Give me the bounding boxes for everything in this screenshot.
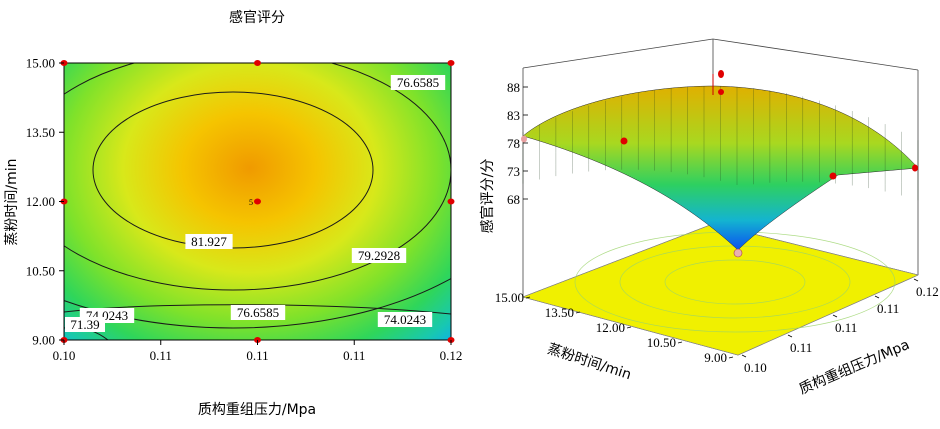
surface-z-tick-label: 73 [507, 164, 520, 179]
design-point [447, 60, 455, 66]
surface-z-ticks: 68 73 78 83 88 [507, 80, 528, 207]
surface-x-tick-mark [741, 354, 747, 358]
surface-x-tick-label: 0.12 [916, 284, 939, 299]
surface-y-tick-label: 12.00 [596, 320, 625, 335]
contour-y-tick-label: 15.00 [26, 56, 55, 71]
contour-x-tick-label: 0.11 [246, 348, 268, 363]
contour-title: 感官评分 [229, 9, 285, 26]
surface-y-tick-label: 13.50 [545, 305, 574, 320]
contour-label: 81.927 [191, 234, 227, 249]
contour-line-76659 [64, 277, 451, 329]
surface-y-tick-label: 9.00 [704, 350, 727, 365]
surface-z-tick-label: 88 [507, 80, 520, 95]
surface-x-tick-mark [787, 334, 793, 338]
surface-x-ticks: 0.10 0.11 0.11 0.11 0.12 [741, 278, 939, 375]
contour-x-tick-label: 0.10 [53, 348, 76, 363]
contour-label: 76.6585 [237, 305, 279, 320]
contour-label: 74.0243 [384, 312, 426, 327]
contour-x-axis-label: 质构重组压力/Mpa [198, 402, 316, 418]
surface-x-tick-label: 0.11 [790, 340, 812, 355]
surface-y-tick-label: 15.00 [495, 290, 524, 305]
surface-y-tick-mark [677, 341, 683, 344]
contour-x-tick-label: 0.11 [343, 348, 365, 363]
surface-z-tick-label: 68 [507, 192, 520, 207]
surface-y-tick-mark [626, 326, 632, 329]
surface-x-axis-label: 质构重组压力/Mpa [797, 337, 912, 398]
surface-x-tick-label: 0.10 [744, 360, 767, 375]
contour-y-axis-label: 蒸粉时间/min [4, 158, 20, 245]
contour-label-box [230, 305, 286, 320]
surface-floor [522, 223, 919, 356]
contour-y-ticks: 9.00 10.50 12.00 13.50 15.00 [26, 56, 64, 348]
surface-x-tick-mark [874, 295, 880, 299]
contour-label-box [351, 248, 407, 263]
surface-z-tick-label: 78 [507, 136, 520, 151]
surface-y-tick-mark [728, 356, 734, 359]
surface-y-axis-label: 蒸粉时间/min [545, 341, 633, 383]
surface-plot [521, 38, 919, 356]
contour-y-tick-label: 10.50 [26, 263, 55, 278]
surface-y-tick-mark [575, 311, 581, 314]
contour-line-79293 [64, 63, 451, 291]
design-point [254, 198, 261, 205]
contour-y-tick-label: 13.50 [26, 125, 55, 140]
surface-y-tick-mark [525, 296, 531, 299]
center-point-label: 5 [249, 198, 253, 207]
contour-label-box [185, 234, 233, 249]
contour-label-box [390, 75, 446, 90]
surface-x-tick-mark [832, 314, 838, 318]
contour-label-box [65, 317, 105, 332]
contour-label: 76.6585 [397, 75, 439, 90]
contour-y-tick-label: 9.00 [32, 333, 55, 348]
contour-x-tick-label: 0.12 [440, 348, 463, 363]
surface-design-points [521, 70, 918, 258]
contour-label-box [377, 312, 433, 327]
contour-line-81927 [92, 91, 374, 249]
surface-y-tick-label: 10.50 [647, 335, 676, 350]
design-point [447, 198, 455, 205]
design-point [254, 60, 261, 66]
contour-x-ticks: 0.10 0.11 0.11 0.11 0.12 [53, 340, 463, 363]
surface-z-axis-label: 感官评分/分 [479, 159, 496, 234]
surface-x-tick-label: 0.11 [877, 301, 899, 316]
contour-x-tick-label: 0.11 [150, 348, 172, 363]
surface-y-ticks: 9.00 10.50 12.00 13.50 15.00 [495, 290, 734, 365]
contour-label: 71.39 [70, 317, 99, 332]
surface-x-tick-label: 0.11 [835, 320, 857, 335]
surface-z-tick-label: 83 [507, 108, 520, 123]
contour-label: 79.2928 [358, 248, 400, 263]
contour-y-tick-label: 12.00 [26, 194, 55, 209]
surface-x-tick-mark [913, 278, 919, 282]
surface-mesh [522, 86, 919, 201]
